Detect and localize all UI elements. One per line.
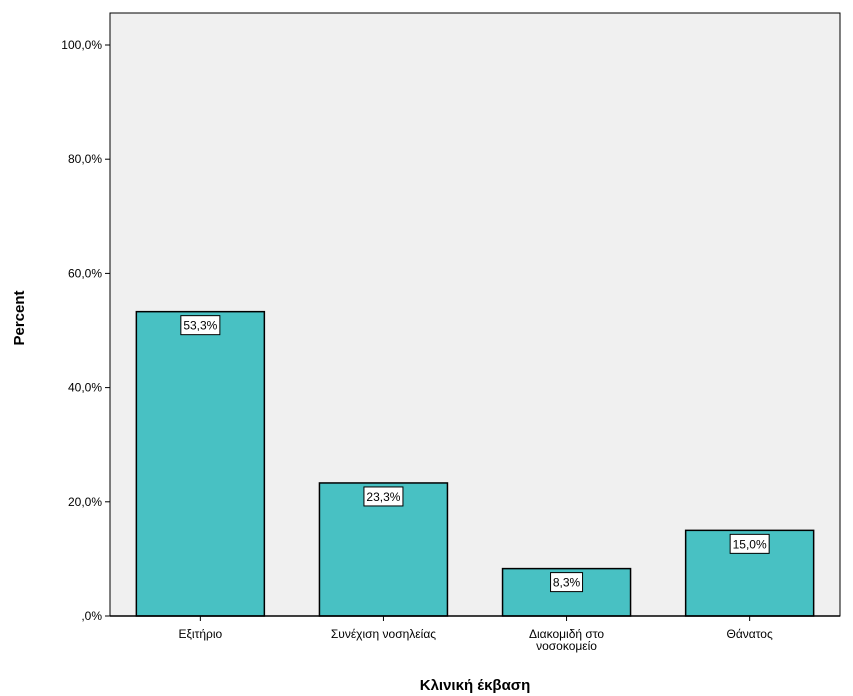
x-tick-label-line: νοσοκομείο (536, 639, 597, 653)
x-tick-label-line: Συνέχιση νοσηλείας (331, 627, 436, 641)
x-tick-label-line: Εξιτήριο (179, 627, 223, 641)
y-tick-label: ,0% (81, 609, 102, 623)
data-label-box (180, 315, 221, 336)
bars-group: 53,3% 23,3% 8,3% 15,0% (135, 310, 815, 617)
data-label-box (729, 533, 770, 554)
data-label-box (363, 486, 404, 507)
data-label: 8,3% (553, 576, 581, 590)
x-tick-label-line: Διακομιδή στο (529, 627, 604, 641)
data-label-box (550, 572, 584, 593)
bar (135, 310, 266, 617)
x-tick-label-line: Θάνατος (727, 627, 773, 641)
y-axis-title: Percent (11, 290, 28, 345)
y-axis: ,0% 20,0% 40,0% 60,0% 80,0% 100,0% (61, 38, 110, 623)
data-label: 15,0% (733, 537, 767, 551)
x-tick-label: Θάνατος (727, 627, 773, 641)
y-tick-label: 80,0% (68, 152, 102, 166)
x-axis: Εξιτήριο Συνέχιση νοσηλείας Διακομιδή στο ν… (110, 615, 840, 653)
y-tick-label: 40,0% (68, 381, 102, 395)
y-tick-label: 60,0% (68, 266, 102, 280)
x-axis-title: Κλινική έκβαση (420, 677, 530, 694)
x-tick-label: Διακομιδή στο νοσοκομείο (529, 627, 604, 653)
bar (684, 529, 815, 617)
x-tick-label: Συνέχιση νοσηλείας (331, 627, 436, 641)
x-tick-label: Εξιτήριο (179, 627, 223, 641)
data-label: 23,3% (366, 490, 400, 504)
y-tick-label: 20,0% (68, 495, 102, 509)
data-label: 53,3% (183, 319, 217, 333)
y-tick-label: 100,0% (61, 38, 102, 52)
